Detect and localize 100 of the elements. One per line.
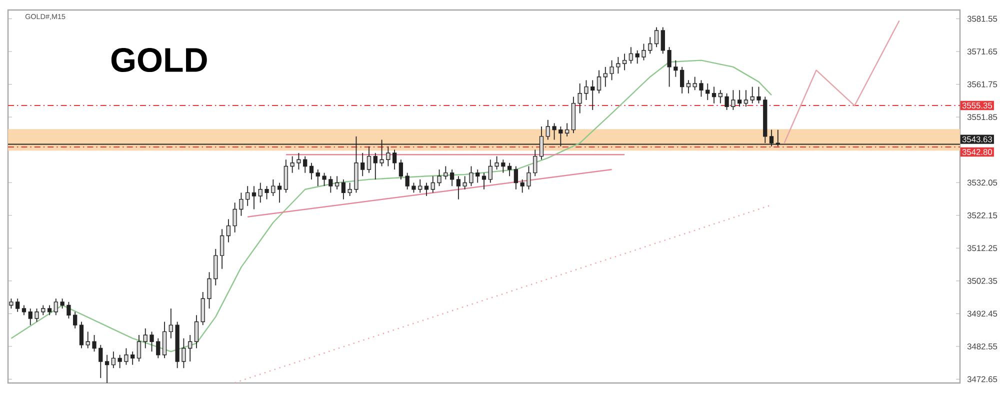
candlestick — [296, 152, 301, 170]
candlestick — [654, 26, 659, 48]
candlestick — [239, 192, 244, 216]
candlestick — [686, 80, 691, 94]
candlestick — [437, 169, 442, 187]
candlestick — [494, 156, 499, 170]
candlestick — [507, 162, 512, 177]
candlestick — [47, 304, 52, 316]
text: GOLD — [111, 48, 207, 72]
candlestick — [584, 80, 588, 100]
candlestick — [220, 228, 224, 270]
candlestick — [303, 156, 308, 174]
candlestick — [271, 179, 276, 196]
y-tick-label: 3502.35 — [967, 278, 998, 284]
y-tick-label: 3472.65 — [967, 376, 998, 382]
candlestick — [628, 46, 634, 64]
candlestick — [16, 298, 20, 312]
ref-line-label: 3555.35 — [962, 102, 992, 108]
candlestick — [398, 159, 404, 180]
candlestick — [520, 179, 524, 194]
y-tick-label: 3532.05 — [967, 180, 998, 186]
candlestick — [488, 159, 492, 184]
candlestick — [514, 166, 518, 190]
y-tick-label: 3492.45 — [967, 310, 998, 317]
candlestick — [756, 86, 761, 104]
candlestick — [603, 66, 608, 88]
candlestick — [143, 328, 148, 349]
candlestick — [724, 92, 729, 110]
candlestick — [635, 50, 640, 64]
y-tick-label: 3561.75 — [967, 81, 998, 88]
candlestick — [674, 60, 678, 78]
candlestick — [156, 338, 160, 359]
candlestick — [744, 90, 748, 108]
candlestick — [373, 152, 378, 180]
candlestick — [9, 298, 14, 309]
candlestick — [680, 66, 684, 94]
candlestick — [476, 169, 480, 184]
candlestick — [712, 86, 716, 104]
candlestick — [424, 182, 429, 196]
candlestick — [34, 308, 39, 322]
candlestick — [590, 80, 595, 110]
candlestick — [322, 172, 326, 187]
candlestick — [200, 292, 205, 326]
candlestick — [341, 179, 346, 200]
candlestick — [150, 331, 154, 352]
candlestick — [130, 351, 135, 366]
candlestick — [168, 308, 174, 339]
candlestick — [277, 182, 282, 204]
candlestick — [28, 308, 32, 326]
candlestick — [533, 149, 538, 177]
candlestick — [284, 159, 288, 194]
candlestick — [731, 90, 736, 110]
candlestick — [41, 304, 46, 316]
candlestick — [418, 179, 422, 194]
candlestick — [98, 344, 103, 378]
candlestick — [546, 119, 550, 140]
candlestick — [405, 172, 410, 190]
candlestick — [66, 301, 71, 319]
y-tick-label: 3522.15 — [967, 212, 998, 218]
candlestick — [456, 176, 461, 200]
candlestick — [412, 182, 416, 194]
candlestick — [552, 122, 556, 140]
candlestick — [348, 182, 352, 196]
y-tick-label: 3551.85 — [967, 114, 998, 120]
y-tick-label: 3482.55 — [967, 343, 998, 350]
candlestick — [252, 186, 256, 210]
candlestick — [462, 176, 467, 190]
candlestick — [610, 60, 614, 81]
candlestick — [124, 348, 128, 366]
y-tick-label: 3512.25 — [967, 245, 998, 252]
candlestick — [86, 331, 90, 349]
candlestick — [430, 176, 435, 194]
candlestick — [214, 248, 218, 286]
candlestick — [79, 321, 84, 349]
candlestick — [526, 166, 531, 190]
candlestick — [692, 76, 697, 91]
line-series — [784, 20, 900, 144]
candlestick — [73, 311, 78, 329]
candlestick — [188, 334, 192, 362]
candlestick — [309, 162, 314, 180]
candlestick — [328, 176, 333, 194]
candlestick — [316, 169, 320, 187]
candlestick — [706, 83, 710, 100]
candlestick — [232, 202, 237, 233]
candlestick — [334, 176, 340, 190]
candlestick — [578, 83, 582, 114]
candlestick — [596, 70, 602, 94]
candlestick — [264, 186, 269, 200]
candlestick — [616, 56, 620, 74]
candlestick — [444, 166, 448, 180]
candlestick — [226, 218, 231, 243]
y-tick-label: 3571.65 — [967, 48, 998, 55]
ref-line-label: 3543.63 — [962, 136, 992, 142]
candlestick — [182, 338, 186, 369]
candlestick — [246, 186, 250, 206]
candlestick — [737, 90, 742, 108]
candlestick — [92, 334, 96, 352]
candlestick — [667, 46, 672, 88]
y-tick-label: 3581.55 — [967, 16, 998, 22]
candlestick — [104, 354, 110, 384]
